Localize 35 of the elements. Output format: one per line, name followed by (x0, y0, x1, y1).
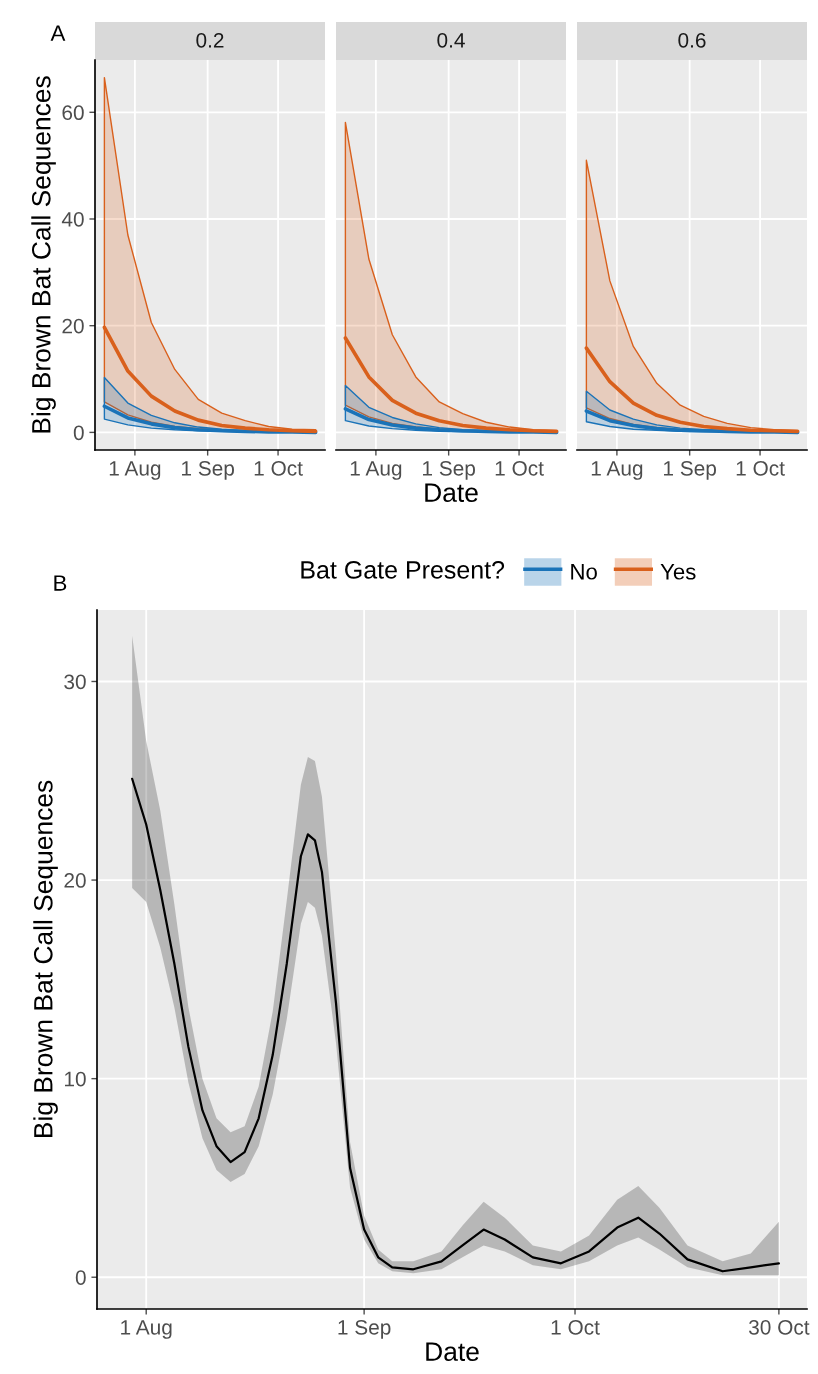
y-tick-label: 60 (62, 105, 84, 121)
x-tick-label: 1 Sep (664, 460, 716, 480)
y-tick-label: 20 (64, 873, 86, 888)
chart-title: 0.6 (678, 32, 706, 48)
legend-title: Bat Gate Present? (301, 561, 505, 579)
x-tick-label: 1 Aug (591, 461, 643, 480)
x-tick-label: 1 Sep (423, 460, 475, 480)
x-tick-label: 1 Oct (551, 1319, 600, 1335)
x-tick-label: 1 Sep (182, 460, 234, 480)
chart-title: 0.4 (437, 32, 465, 48)
line-series (102, 325, 318, 434)
chart-title: 0.2 (196, 32, 224, 48)
y-tick-label: 10 (65, 1071, 86, 1087)
x-tick-label: 1 Aug (121, 1320, 172, 1339)
text: B (54, 575, 67, 591)
legend-label: No (571, 564, 597, 580)
x-axis-title: Date (425, 483, 478, 502)
y-tick-label: 40 (61, 211, 84, 227)
x-tick-label: 1 Aug (109, 461, 161, 480)
y-axis-title: Big Brown Bat Call Sequences (31, 76, 56, 433)
x-tick-label: 30 Oct (748, 1319, 810, 1335)
y-axis-title: Big Brown Bat Call Sequences (33, 780, 58, 1138)
y-tick-label: 20 (62, 318, 84, 334)
text: A (50, 25, 66, 41)
x-tick-label: 1 Oct (254, 460, 303, 476)
legend-label: Yes (660, 564, 696, 580)
x-axis-title: Date (426, 1342, 479, 1361)
y-tick-label: 30 (64, 674, 86, 690)
x-tick-label: 1 Oct (495, 460, 544, 476)
x-tick-label: 1 Sep (338, 1319, 391, 1339)
line-series (131, 777, 780, 1273)
y-tick-label: 0 (75, 1270, 86, 1285)
x-tick-label: 1 Aug (350, 461, 402, 480)
y-tick-label: 0 (73, 425, 84, 441)
x-tick-label: 1 Oct (736, 460, 785, 476)
